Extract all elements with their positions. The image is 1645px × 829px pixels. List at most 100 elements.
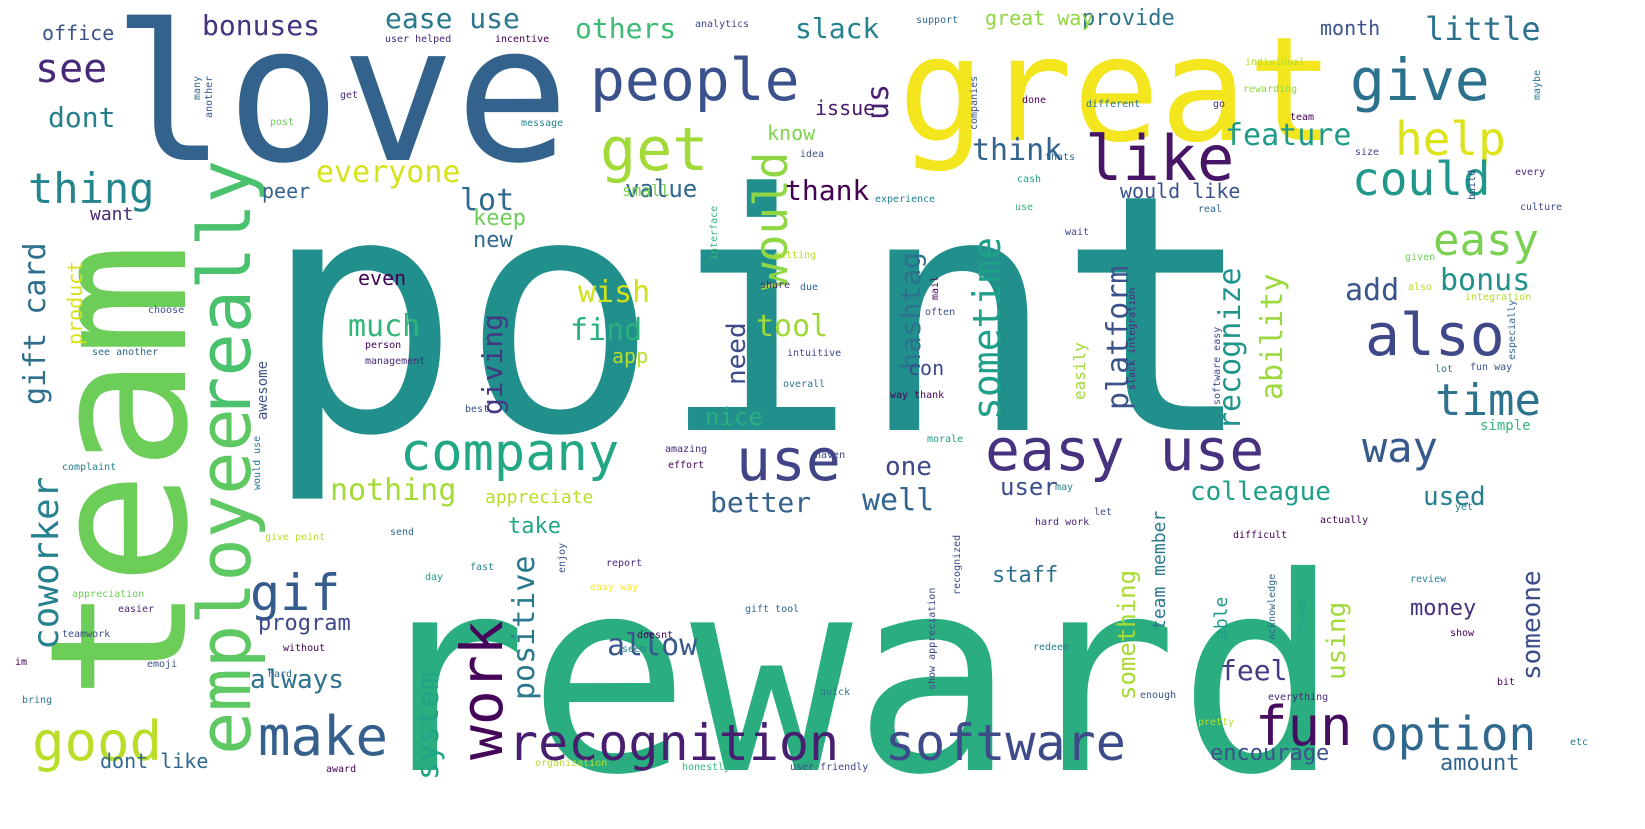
word-use: use [1015,202,1033,213]
word-lot: lot [460,183,514,218]
word-wish: wish [578,275,650,310]
word-used: used [1423,482,1486,512]
word-giving: giving [476,314,509,415]
word-would-like: would like [1120,179,1240,203]
word-con: con [908,356,944,380]
word-emoji: emoji [147,659,177,670]
word-morale: morale [927,434,963,445]
word-especially: especially [1507,300,1518,360]
word-rewarding: rewarding [1243,84,1297,95]
word-allow: allow [607,628,698,663]
word-feel: feel [1220,654,1287,687]
word-bring: bring [22,695,52,706]
word-user-helped: user helped [385,34,451,45]
word-mail: mail [930,276,941,300]
word-companies: companies [969,76,980,130]
word-ease-use: ease use [385,2,520,35]
word-money: money [1410,596,1476,621]
word-nothing: nothing [330,473,456,508]
word-take: take [508,514,561,539]
word-easy-use: easy use [985,416,1264,484]
word-nice: nice [705,403,763,431]
word-colleague: colleague [1190,477,1331,507]
word-hard-work: hard work [1035,517,1089,528]
word-someone: someone [1517,570,1547,680]
word-month: month [1320,16,1380,40]
word-thing: thing [28,164,154,213]
word-quick: quick [820,687,850,698]
word-everyone: everyone [316,155,461,190]
word-us: us [861,84,896,120]
word-way-thank: way thank [890,390,944,401]
word-recognition: recognition [508,714,839,772]
word-intuitive: intuitive [787,348,841,359]
word-thank: thank [785,174,869,207]
word-teamwork: teamwork [62,629,110,640]
word-slack-integration: slack integration [1127,288,1138,390]
word-culture: culture [1520,202,1562,213]
word-product: product [63,261,87,345]
word-system: system [411,672,446,780]
word-find: find [570,313,642,348]
word-management: management [365,356,425,367]
word-person: person [365,340,401,351]
word-tool: tool [756,309,828,344]
word-great: great [898,6,1335,175]
word-sometime: sometime [965,237,1009,420]
word-best: best [465,404,489,415]
word-also: also [1408,282,1432,293]
word-easier: easier [118,604,154,615]
word-overall: overall [783,379,825,390]
word-review: review [1410,574,1447,585]
word-way: way [1362,423,1438,472]
word-fun-way: fun way [1470,362,1512,373]
word-enjoy: enjoy [557,543,568,573]
word-haven: haven [815,450,845,461]
word-honestly: honestly [682,762,730,773]
word-also: also [1365,301,1505,369]
word-great-way: great way [985,6,1093,30]
word-fun: fun [1255,695,1353,758]
word-coworker: coworker [26,477,67,650]
word-share: share [760,280,790,291]
word-everything: everything [1268,692,1328,703]
word-encourage: encourage [1210,741,1329,766]
word-get: get [600,115,708,185]
word-slack: slack [795,12,879,45]
word-interface: interface [709,206,720,260]
word-easily: easily [1070,342,1089,400]
word-wait: wait [1065,227,1089,238]
word-software-easy: software easy [1212,327,1223,405]
word-give-point: give point [265,532,325,543]
word-post: post [270,117,294,128]
word-im: im [15,657,27,668]
word-yet: yet [1455,502,1473,513]
word-thats: thats [1045,152,1075,163]
word-see-another: see another [92,347,158,358]
word-provide: provide [1082,6,1175,31]
word-awesome: awesome [255,361,271,420]
word-idea: idea [800,149,824,160]
word-amount: amount [1440,751,1519,776]
word-bit: bit [1497,677,1515,688]
word-recognized: recognized [952,535,963,595]
word-people: people [590,46,800,114]
word-user-friendly: user friendly [790,762,868,773]
word-getting: getting [774,250,816,261]
word-complaint: complaint [62,462,116,473]
word-enough: enough [1140,690,1176,701]
word-small: small [622,181,670,200]
word-feature: feature [1225,118,1351,153]
word-think: think [972,133,1062,168]
word-support: support [916,15,958,26]
word-cash: cash [1017,174,1041,185]
word-team-member: team member [1149,511,1170,630]
word-individual: individual [1245,57,1305,68]
word-size: size [1355,147,1379,158]
word-report: report [606,558,642,569]
word-let: let [1094,507,1112,518]
word-without: without [283,643,325,654]
word-experience: experience [875,194,935,205]
word-positive: positive [507,556,542,701]
word-analytics: analytics [695,19,749,30]
